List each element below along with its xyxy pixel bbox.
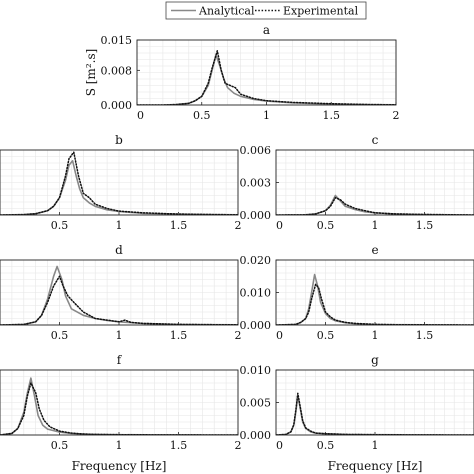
x-tick-label: 1.5 [170, 439, 188, 452]
x-tick-label: 2 [235, 439, 242, 452]
x-tick-label: 1.5 [323, 109, 341, 122]
x-tick-label: 1.5 [416, 219, 434, 232]
x-tick-label: 2 [235, 219, 242, 232]
y-tick-label: 0.020 [240, 254, 272, 267]
y-tick-label: 0.000 [240, 209, 272, 222]
plot-frame [275, 369, 474, 436]
x-tick-label: 1 [372, 329, 379, 342]
x-tick-label: 0.5 [51, 219, 69, 232]
plot-frame [275, 149, 474, 216]
x-tick-label: 0 [276, 219, 283, 232]
plot-frame [275, 259, 474, 326]
x-tick-label: 0.5 [317, 439, 335, 452]
subplot-a: 0 0.5 1 1.5 2 0.000 0.008 0.015 a S [m².s] [84, 23, 400, 122]
y-tick-label: 0.015 [101, 34, 133, 47]
x-tick-label: 0.5 [317, 329, 335, 342]
x-tick-label: 1.5 [170, 329, 188, 342]
y-tick-label: 0.000 [101, 99, 133, 112]
x-tick-label: 0 [137, 109, 144, 122]
subplot-title: g [371, 353, 379, 367]
legend: Analytical Experimental [165, 1, 367, 20]
plot-frame [136, 39, 397, 106]
x-tick-label: 0.5 [193, 109, 211, 122]
plot-frame [0, 149, 239, 216]
legend-experimental-label: Experimental [283, 5, 359, 18]
x-axis-label: Frequency [Hz] [72, 459, 167, 473]
y-tick-label: 0.000 [240, 429, 272, 442]
subplot-c: 0 0.5 1 1.5 0.000 0.003 0.006 c [240, 133, 474, 232]
series-experimental-line [0, 151, 238, 215]
y-tick-label: 0.006 [240, 144, 272, 157]
series-experimental-line [0, 275, 238, 325]
plot-frame [0, 259, 239, 326]
x-tick-label: 0 [276, 329, 283, 342]
y-tick-label: 0.000 [240, 319, 272, 332]
series-experimental-line [137, 50, 396, 105]
x-tick-label: 1 [116, 439, 123, 452]
x-tick-label: 1 [116, 219, 123, 232]
plot-frame [0, 369, 239, 436]
y-tick-label: 0.010 [240, 364, 272, 377]
y-tick-label: 0.003 [240, 177, 272, 190]
x-tick-label: 2 [393, 109, 400, 122]
subplot-title: c [372, 133, 379, 147]
subplot-title: d [115, 243, 123, 257]
x-tick-label: 1 [372, 439, 379, 452]
subplot-f: 0.5 1 1.5 2 f Frequency [Hz] [0, 353, 242, 473]
x-tick-label: 1 [372, 219, 379, 232]
x-tick-label: 1.5 [170, 219, 188, 232]
y-axis-label: S [m².s] [84, 49, 98, 97]
x-tick-label: 2 [235, 329, 242, 342]
y-tick-label: 0.008 [101, 64, 133, 77]
y-tick-label: 0.010 [240, 287, 272, 300]
subplot-g: 0 0.5 1 0.000 0.005 0.010 g Frequency [Hz] [240, 353, 474, 473]
x-axis-label: Frequency [Hz] [328, 459, 423, 473]
x-tick-label: 0.5 [51, 329, 69, 342]
x-tick-label: 1.5 [416, 329, 434, 342]
subplot-title: a [263, 23, 270, 37]
x-tick-label: 0.5 [51, 439, 69, 452]
x-tick-label: 0.5 [317, 219, 335, 232]
legend-analytical-label: Analytical [198, 5, 255, 18]
subplot-title: f [117, 353, 123, 367]
subplot-b: 0.5 1 1.5 2 b [0, 133, 242, 232]
subplot-e: 0 0.5 1 1.5 0.000 0.010 0.020 e [240, 243, 474, 342]
subplot-title: e [371, 243, 378, 257]
x-tick-label: 1 [263, 109, 270, 122]
series-experimental-line [276, 392, 474, 435]
subplot-d: 0.5 1 1.5 2 d [0, 243, 242, 342]
subplot-title: b [115, 133, 123, 147]
x-tick-label: 0 [276, 439, 283, 452]
x-tick-label: 1 [116, 329, 123, 342]
y-tick-label: 0.005 [240, 397, 272, 410]
series-experimental-line [276, 283, 474, 325]
series-experimental-line [276, 196, 474, 215]
